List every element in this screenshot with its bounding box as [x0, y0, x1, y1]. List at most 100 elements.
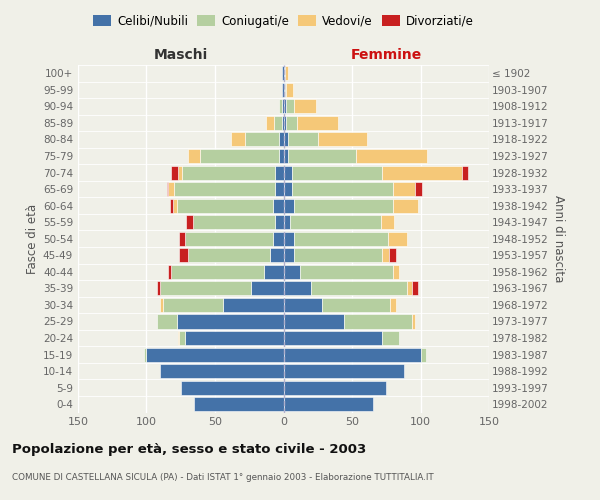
Bar — [284, 314, 344, 328]
Bar — [388, 232, 407, 246]
Bar — [415, 182, 422, 196]
Bar — [274, 116, 282, 130]
Bar — [179, 331, 185, 345]
Bar — [282, 116, 284, 130]
Bar — [407, 282, 412, 296]
Bar — [284, 83, 285, 97]
Bar — [270, 248, 284, 262]
Bar — [284, 182, 292, 196]
Bar — [382, 248, 389, 262]
Bar — [275, 215, 284, 229]
Bar — [160, 298, 163, 312]
Bar — [193, 215, 275, 229]
Bar — [295, 232, 388, 246]
Bar — [284, 232, 295, 246]
Bar — [284, 380, 386, 394]
Bar — [185, 331, 284, 345]
Bar — [295, 100, 316, 114]
Bar — [182, 166, 275, 179]
Bar — [284, 198, 295, 212]
Bar — [286, 116, 297, 130]
Bar — [272, 232, 284, 246]
Bar — [169, 265, 171, 279]
Bar — [200, 149, 280, 163]
Bar — [287, 132, 318, 146]
Bar — [266, 116, 274, 130]
Bar — [176, 198, 272, 212]
Bar — [292, 182, 393, 196]
Bar — [185, 232, 272, 246]
Bar — [393, 182, 415, 196]
Bar — [421, 348, 426, 362]
Bar — [412, 282, 418, 296]
Bar — [144, 348, 146, 362]
Bar — [356, 149, 427, 163]
Bar — [461, 166, 469, 179]
Bar — [282, 66, 284, 80]
Bar — [169, 182, 174, 196]
Bar — [251, 282, 284, 296]
Bar — [284, 282, 311, 296]
Bar — [171, 265, 265, 279]
Bar — [179, 248, 188, 262]
Bar — [284, 364, 404, 378]
Bar — [232, 132, 245, 146]
Bar — [181, 380, 284, 394]
Bar — [176, 314, 284, 328]
Bar — [297, 116, 338, 130]
Bar — [381, 215, 394, 229]
Bar — [285, 66, 287, 80]
Bar — [311, 282, 407, 296]
Bar — [275, 166, 284, 179]
Bar — [265, 265, 284, 279]
Bar — [284, 116, 286, 130]
Text: COMUNE DI CASTELLANA SICULA (PA) - Dati ISTAT 1° gennaio 2003 - Elaborazione TUT: COMUNE DI CASTELLANA SICULA (PA) - Dati … — [12, 472, 434, 482]
Bar — [322, 298, 391, 312]
Bar — [284, 100, 286, 114]
Text: Maschi: Maschi — [154, 48, 208, 62]
Bar — [284, 166, 292, 179]
Bar — [179, 232, 185, 246]
Bar — [223, 298, 284, 312]
Bar — [160, 282, 251, 296]
Bar — [186, 215, 193, 229]
Text: Popolazione per età, sesso e stato civile - 2003: Popolazione per età, sesso e stato civil… — [12, 442, 366, 456]
Bar — [412, 314, 415, 328]
Bar — [146, 348, 284, 362]
Bar — [286, 100, 295, 114]
Bar — [393, 198, 418, 212]
Bar — [282, 83, 284, 97]
Bar — [178, 331, 179, 345]
Bar — [178, 166, 182, 179]
Bar — [275, 182, 284, 196]
Bar — [295, 198, 393, 212]
Bar — [344, 314, 412, 328]
Bar — [295, 248, 382, 262]
Bar — [284, 215, 290, 229]
Bar — [300, 265, 393, 279]
Bar — [282, 100, 284, 114]
Bar — [285, 83, 286, 97]
Bar — [280, 100, 282, 114]
Bar — [167, 182, 169, 196]
Bar — [245, 132, 280, 146]
Bar — [393, 265, 398, 279]
Bar — [284, 348, 421, 362]
Bar — [170, 198, 173, 212]
Bar — [284, 331, 382, 345]
Bar — [284, 298, 322, 312]
Y-axis label: Fasce di età: Fasce di età — [26, 204, 39, 274]
Bar — [160, 364, 284, 378]
Bar — [284, 248, 295, 262]
Bar — [188, 248, 270, 262]
Bar — [292, 166, 382, 179]
Y-axis label: Anni di nascita: Anni di nascita — [552, 195, 565, 282]
Bar — [287, 149, 356, 163]
Bar — [290, 215, 381, 229]
Bar — [284, 397, 373, 411]
Bar — [163, 298, 223, 312]
Bar — [284, 132, 287, 146]
Bar — [171, 166, 178, 179]
Bar — [173, 198, 176, 212]
Bar — [286, 83, 293, 97]
